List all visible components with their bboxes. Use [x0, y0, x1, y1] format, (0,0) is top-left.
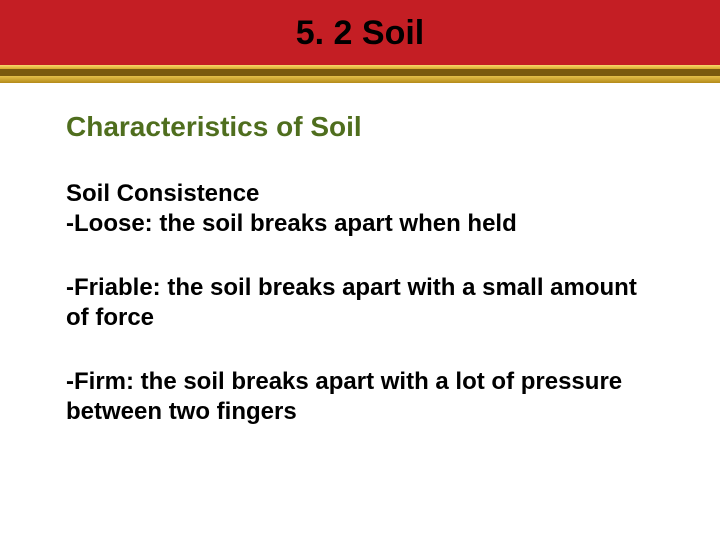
list-item: -Firm: the soil breaks apart with a lot …	[66, 367, 654, 427]
subtitle: Soil Consistence	[66, 179, 654, 209]
intro-block: Soil Consistence -Loose: the soil breaks…	[66, 179, 654, 239]
slide-title: 5. 2 Soil	[296, 14, 425, 52]
list-item: -Friable: the soil breaks apart with a s…	[66, 273, 654, 333]
content-area: Characteristics of Soil Soil Consistence…	[0, 83, 720, 427]
list-item: -Loose: the soil breaks apart when held	[66, 209, 654, 239]
gold-divider	[0, 65, 720, 83]
section-title: Characteristics of Soil	[66, 111, 654, 143]
header: 5. 2 Soil	[0, 0, 720, 83]
title-band: 5. 2 Soil	[0, 0, 720, 65]
